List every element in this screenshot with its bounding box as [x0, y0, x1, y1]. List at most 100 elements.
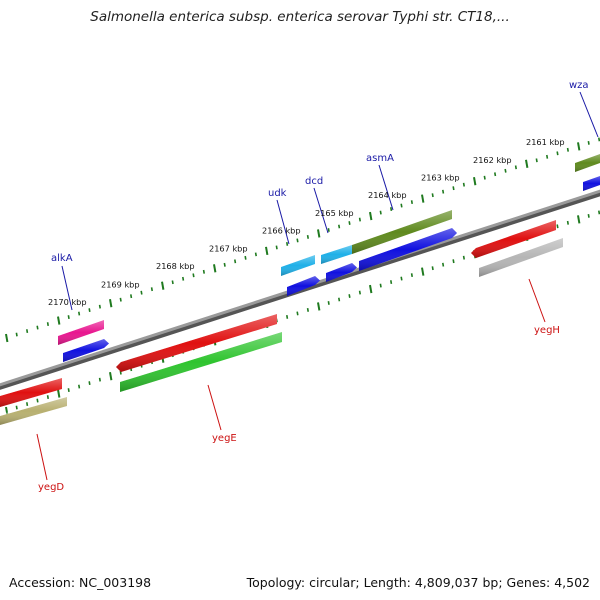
gene-label-wza: wza [569, 80, 589, 91]
alkA-bot-feature [63, 337, 109, 362]
upper-tick [587, 140, 590, 145]
lower-tick [431, 266, 434, 271]
upper-tick-track [5, 137, 600, 343]
upper-tick [421, 194, 425, 203]
upper-tick [577, 142, 581, 151]
lower-tick [46, 395, 49, 399]
upper-tick [379, 210, 382, 215]
upper-tick [535, 158, 538, 163]
lower-tick [327, 301, 330, 305]
upper-tick [306, 235, 309, 239]
dcd-top-feature [321, 243, 354, 264]
upper-tick [161, 281, 165, 290]
gene-label-yegH: yegH [534, 325, 560, 336]
gene-label-asmA: asmA [366, 153, 394, 164]
lower-tick [5, 406, 9, 416]
lower-tick [400, 276, 403, 281]
udk-bot-feature [287, 274, 320, 296]
yegH-top-feature [471, 218, 558, 258]
upper-tick [410, 200, 413, 205]
lower-tick [421, 267, 425, 276]
leader-line [313, 187, 329, 234]
upper-tick [244, 255, 247, 260]
scale-label: 2163 kbp [421, 172, 460, 182]
scale-label: 2167 kbp [209, 243, 248, 253]
upper-tick [78, 311, 81, 316]
lower-tick [442, 262, 445, 267]
yegH-bot-feature [479, 236, 565, 277]
upper-tick [140, 290, 143, 295]
lower-tick [306, 308, 309, 312]
upper-tick [57, 316, 61, 325]
leader-line [276, 199, 290, 245]
upper-tick [275, 245, 278, 250]
upper-tick [109, 298, 113, 308]
scale-label: 2168 kbp [156, 261, 195, 271]
upper-tick [504, 168, 507, 173]
upper-tick [192, 273, 195, 278]
upper-tick [15, 332, 18, 337]
lower-tick [348, 294, 351, 298]
upper-tick [182, 276, 185, 281]
lower-tick [577, 215, 581, 224]
upper-tick [400, 203, 403, 208]
gene-label-yegE: yegE [212, 433, 237, 444]
lower-tick [98, 377, 101, 382]
upper-tick [254, 252, 257, 257]
alkA-top-feature [58, 318, 106, 345]
leader-line [378, 164, 394, 211]
scale-label: 2162 kbp [473, 155, 512, 165]
upper-tick [390, 207, 393, 212]
wza-top-feature [575, 152, 600, 172]
upper-tick [98, 304, 101, 309]
gene-label-udk: udk [268, 188, 287, 199]
upper-tick [358, 217, 361, 222]
lower-tick [338, 297, 341, 302]
gene-leader-lines [36, 91, 599, 481]
lower-tick [369, 284, 373, 294]
upper-tick [473, 177, 477, 186]
scale-label: 2161 kbp [526, 137, 565, 147]
asmA-top-feature [352, 208, 454, 254]
scale-label: 2169 kbp [101, 279, 140, 289]
upper-tick [525, 159, 529, 168]
upper-tick [483, 175, 486, 180]
upper-tick [566, 147, 569, 152]
udk-top-feature [281, 253, 317, 276]
gene-label-alkA: alkA [51, 253, 73, 264]
upper-tick [88, 308, 91, 313]
upper-tick [462, 182, 465, 187]
upper-tick [130, 294, 133, 299]
lower-tick [109, 371, 113, 381]
upper-tick [119, 297, 122, 302]
upper-tick [296, 238, 299, 243]
lower-tick [379, 283, 382, 288]
upper-tick [546, 154, 549, 159]
upper-tick [556, 151, 559, 156]
upper-tick [202, 269, 205, 274]
yegE-top-feature [116, 312, 279, 372]
lower-tick [556, 224, 559, 229]
upper-tick [327, 228, 330, 232]
yegD-bot-feature [0, 395, 69, 425]
upper-tick [234, 259, 237, 264]
leader-line [528, 278, 546, 323]
asmA-bot-feature [359, 226, 457, 271]
lower-tick [452, 259, 455, 264]
upper-tick [5, 333, 9, 343]
lower-tick [358, 290, 361, 295]
lower-tick [15, 405, 18, 410]
genome-summary-text: Topology: circular; Length: 4,809,037 bp… [246, 575, 590, 590]
yegE-bot-feature [120, 330, 284, 392]
lower-tick [410, 273, 413, 278]
upper-tick [223, 262, 226, 267]
upper-tick [598, 137, 600, 142]
scale-label: 2165 kbp [315, 208, 354, 218]
upper-tick [286, 241, 289, 246]
upper-tick [150, 287, 153, 292]
upper-tick [348, 221, 351, 225]
upper-tick [265, 246, 269, 256]
lower-tick [587, 213, 590, 218]
